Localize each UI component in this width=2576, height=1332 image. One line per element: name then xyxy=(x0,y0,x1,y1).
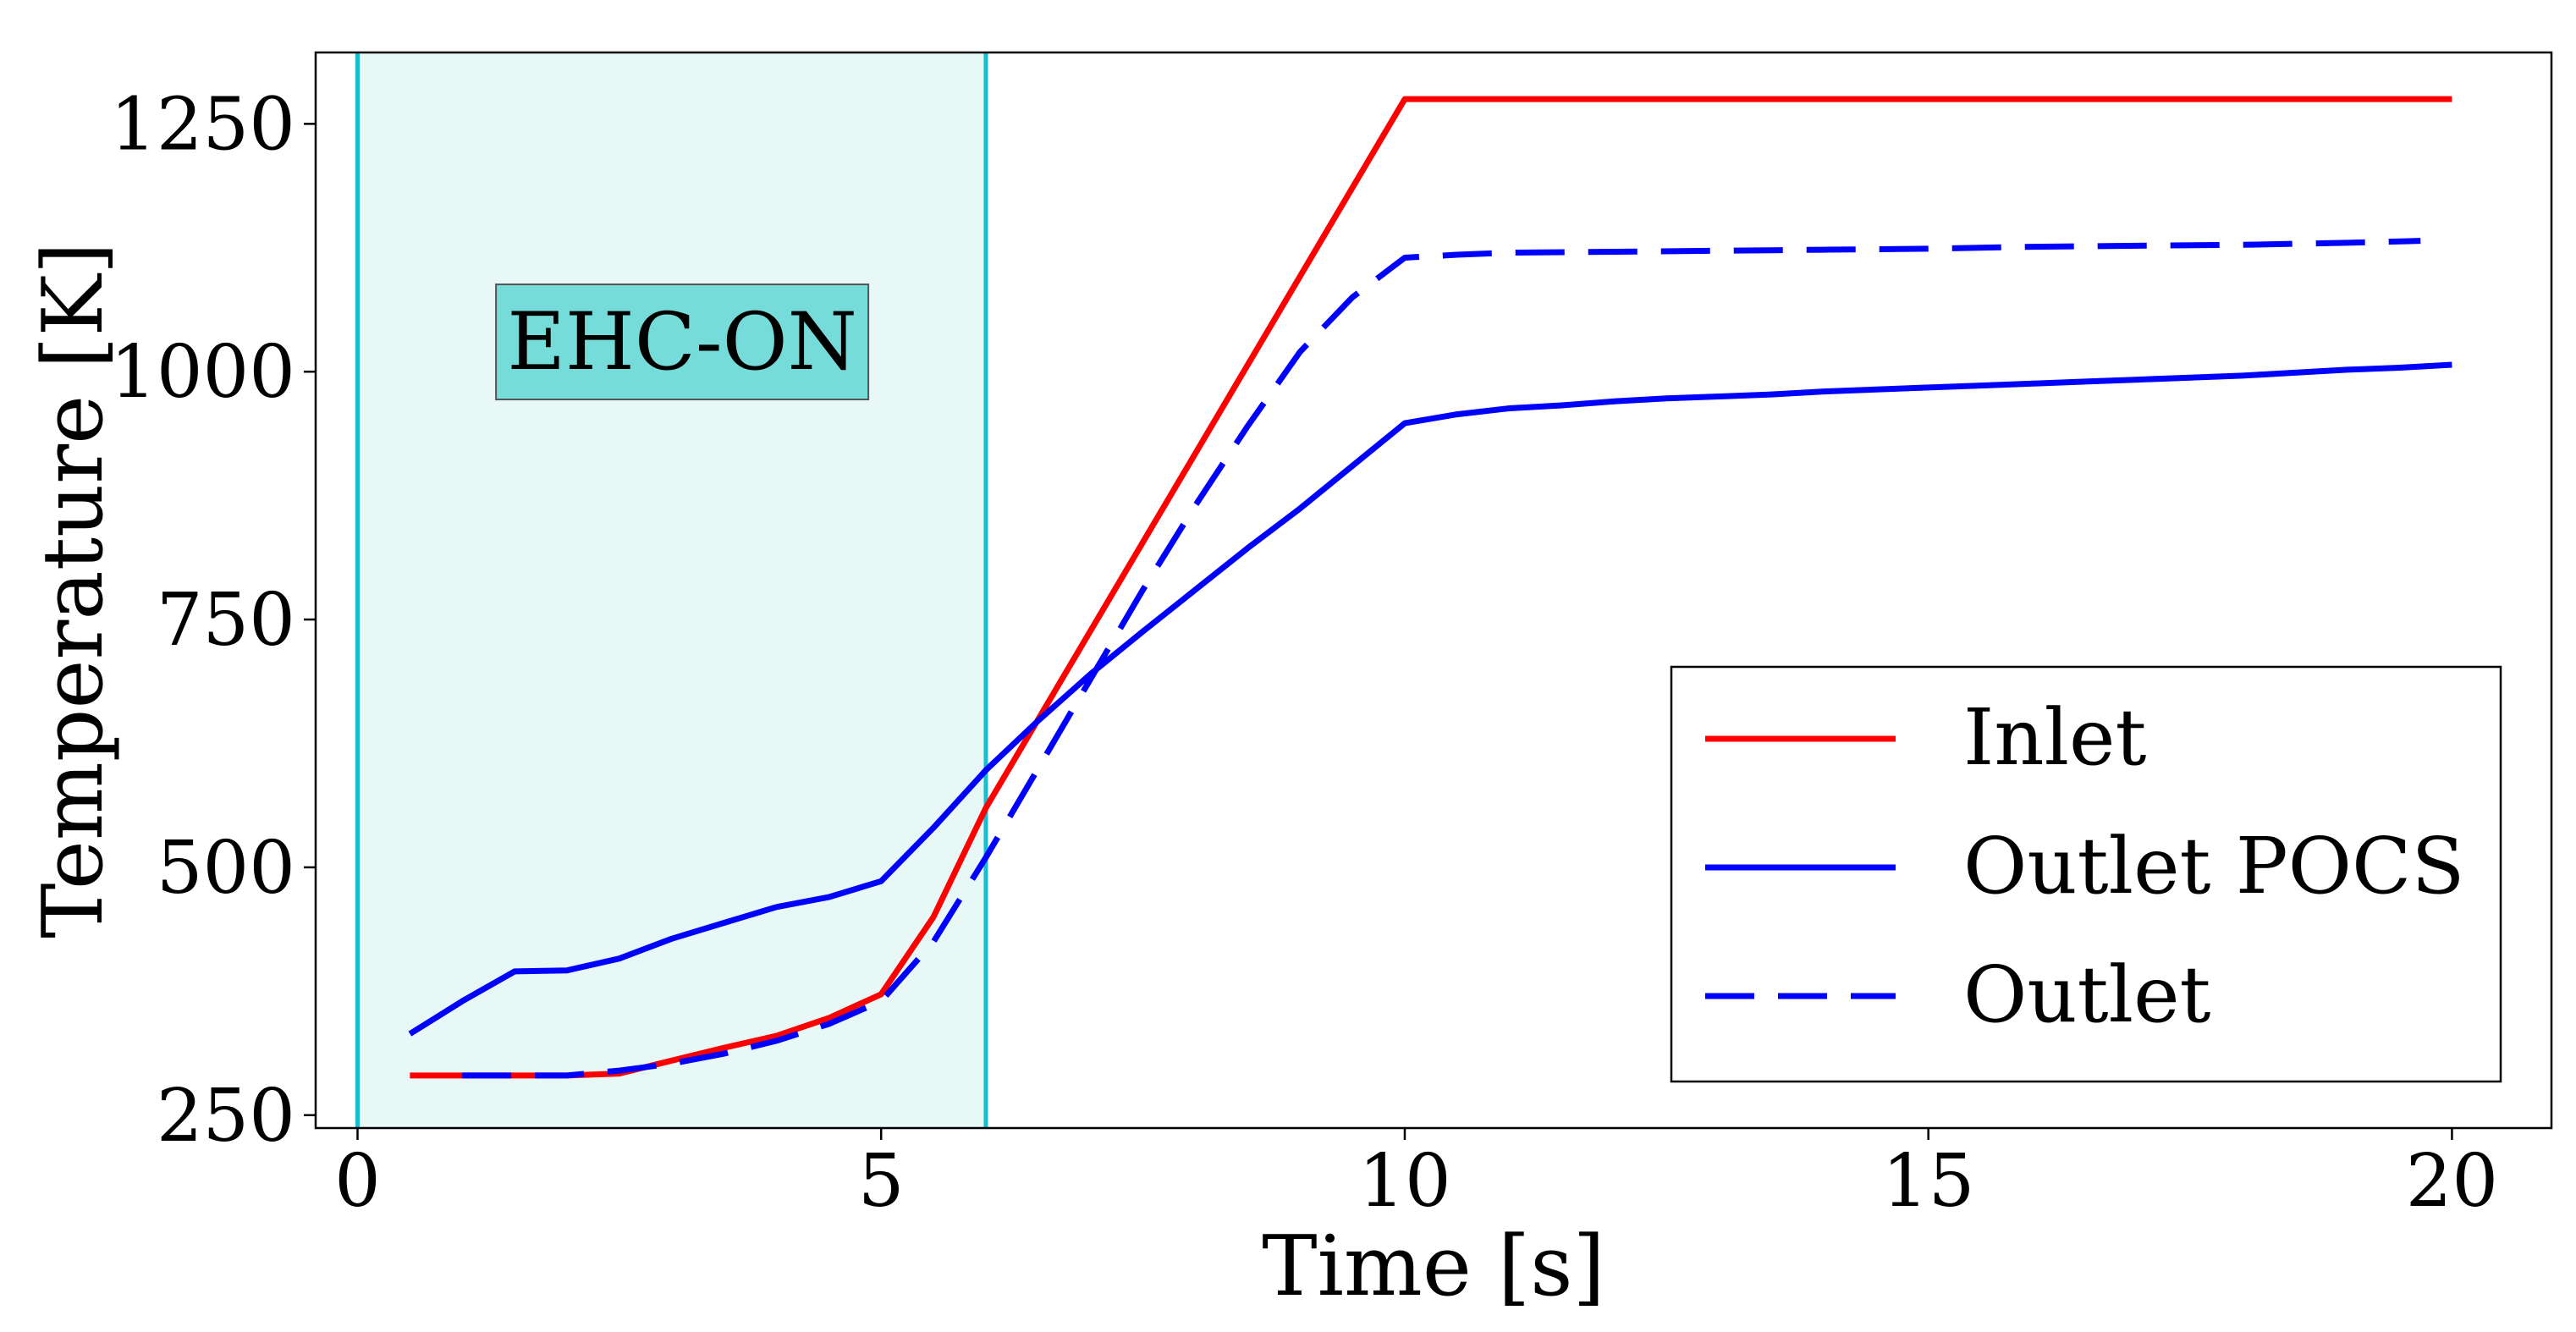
x-tick-label: 10 xyxy=(1358,1139,1450,1224)
series-line-inlet xyxy=(410,96,2452,1079)
y-tick-label: 250 xyxy=(157,1074,295,1159)
legend-label: Inlet xyxy=(1963,692,2146,783)
x-tick-label: 5 xyxy=(858,1139,905,1224)
x-tick-label: 0 xyxy=(334,1139,381,1224)
x-tick-label: 15 xyxy=(1882,1139,1974,1224)
plot-frame xyxy=(314,51,2553,1130)
series-line-outlet-pocs xyxy=(408,361,2452,1037)
series-line-outlet xyxy=(462,238,2421,1079)
y-tick-label: 1000 xyxy=(110,330,295,415)
legend-label: Outlet POCS xyxy=(1963,821,2464,911)
annotation-box xyxy=(495,283,870,401)
legend-label: Outlet xyxy=(1963,949,2211,1040)
x-tick-label: 20 xyxy=(2406,1139,2498,1224)
shaded-region xyxy=(357,52,986,1128)
y-axis-label: Temperature [K] xyxy=(25,242,122,938)
y-tick-label: 500 xyxy=(157,826,295,911)
x-axis-label: Time [s] xyxy=(1262,1219,1605,1315)
y-tick-label: 1250 xyxy=(110,82,295,167)
annotation-label: EHC-ON xyxy=(507,296,857,388)
y-tick-label: 750 xyxy=(157,578,295,663)
